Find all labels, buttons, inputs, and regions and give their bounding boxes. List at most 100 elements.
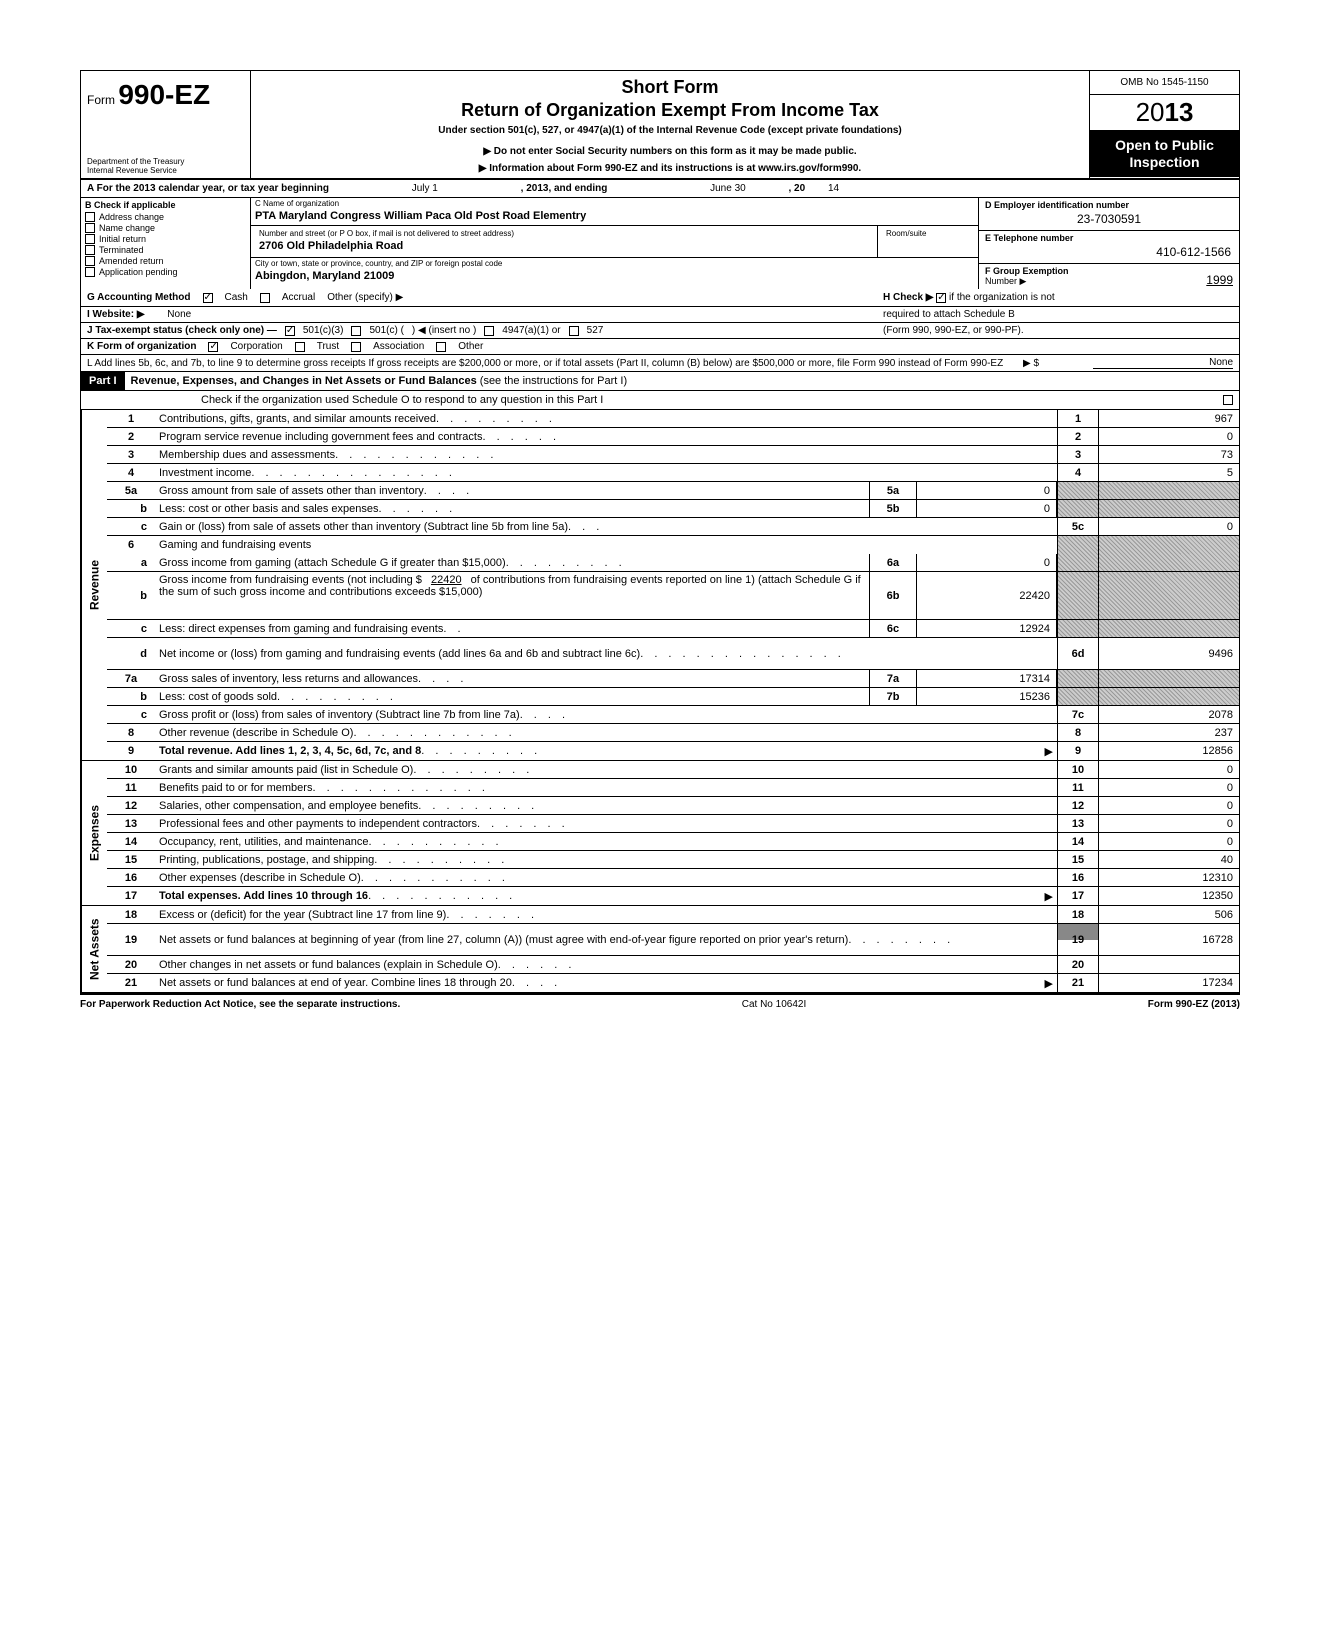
cash-label: Cash: [225, 292, 248, 303]
form-prefix: Form: [87, 93, 115, 107]
check-accrual[interactable]: [260, 293, 270, 303]
ln11-val: 0: [1099, 779, 1239, 796]
check-4947[interactable]: [484, 326, 494, 336]
check-h[interactable]: [936, 293, 946, 303]
ln20-box: 20: [1057, 956, 1099, 973]
part1-check-text: Check if the organization used Schedule …: [201, 394, 603, 406]
netassets-label: Net Assets: [81, 906, 107, 992]
check-name-label: Name change: [99, 223, 155, 233]
line-k: K Form of organization Corporation Trust…: [81, 339, 1239, 355]
line-j-label: J Tax-exempt status (check only one) —: [87, 325, 277, 336]
line-g-h: G Accounting Method Cash Accrual Other (…: [81, 289, 1239, 307]
dept: Department of the Treasury Internal Reve…: [87, 158, 244, 176]
ln7b-shade: [1057, 688, 1099, 705]
check-name[interactable]: [85, 223, 95, 233]
ln4-num: 4: [107, 464, 155, 481]
ln10-num: 10: [107, 761, 155, 778]
line-a-label: A For the 2013 calendar year, or tax yea…: [87, 183, 329, 194]
room-label: Room/suite: [882, 228, 974, 239]
ln7a-text: Gross sales of inventory, less returns a…: [159, 673, 418, 685]
ln8-box: 8: [1057, 724, 1099, 741]
ln7b-text: Less: cost of goods sold: [159, 691, 277, 703]
other-label: Other (specify) ▶: [327, 292, 403, 303]
ln6-text: Gaming and fundraising events: [159, 539, 311, 551]
ln6c-shade2: [1099, 620, 1239, 637]
ln9-val: 12856: [1099, 742, 1239, 760]
check-b-col: B Check if applicable Address change Nam…: [81, 198, 251, 289]
check-pending[interactable]: [85, 267, 95, 277]
check-terminated[interactable]: [85, 245, 95, 255]
ln6b-shade2: [1099, 572, 1239, 619]
ln17-val: 12350: [1099, 887, 1239, 905]
footer-left: For Paperwork Reduction Act Notice, see …: [80, 999, 400, 1010]
check-amended[interactable]: [85, 256, 95, 266]
tax-end-year: 14: [828, 183, 839, 194]
instr2: ▶ Information about Form 990-EZ and its …: [263, 163, 1077, 174]
ln11-num: 11: [107, 779, 155, 796]
check-terminated-label: Terminated: [99, 245, 144, 255]
ln6a-mbox: 6a: [869, 554, 917, 571]
ein-col: D Employer identification number 23-7030…: [979, 198, 1239, 289]
check-address[interactable]: [85, 212, 95, 222]
ln11-box: 11: [1057, 779, 1099, 796]
ln6-num: 6: [107, 536, 155, 554]
ln20-val: [1099, 956, 1239, 973]
ln12-num: 12: [107, 797, 155, 814]
ln13-num: 13: [107, 815, 155, 832]
check-527[interactable]: [569, 326, 579, 336]
ln21-val: 17234: [1099, 974, 1239, 992]
check-b-label: B Check if applicable: [85, 200, 246, 210]
line-a-mid: , 2013, and ending: [521, 183, 608, 194]
check-corp[interactable]: [208, 342, 218, 352]
ln14-val: 0: [1099, 833, 1239, 850]
ln7a-shade2: [1099, 670, 1239, 687]
ln6b-num: b: [107, 572, 155, 619]
corp-label: Corporation: [230, 341, 282, 352]
check-assoc[interactable]: [351, 342, 361, 352]
title-box: Short Form Return of Organization Exempt…: [251, 71, 1089, 178]
check-other-org[interactable]: [436, 342, 446, 352]
part1-title2: (see the instructions for Part I): [480, 375, 627, 387]
ein-label: D Employer identification number: [985, 200, 1233, 210]
check-cash[interactable]: [203, 293, 213, 303]
other-org-label: Other: [458, 341, 483, 352]
ln6d-text: Net income or (loss) from gaming and fun…: [159, 648, 640, 660]
line-l-text: L Add lines 5b, 6c, and 7b, to line 9 to…: [87, 358, 1023, 369]
expenses-label: Expenses: [81, 761, 107, 905]
check-501c3[interactable]: [285, 326, 295, 336]
ln5c-box: 5c: [1057, 518, 1099, 535]
line-l-arrow: ▶ $: [1023, 358, 1093, 369]
ln4-text: Investment income: [159, 467, 251, 479]
omb: OMB No 1545-1150: [1090, 71, 1239, 95]
ln2-num: 2: [107, 428, 155, 445]
check-schedule-o[interactable]: [1223, 395, 1233, 405]
org-name: PTA Maryland Congress William Paca Old P…: [251, 209, 978, 225]
ln16-box: 16: [1057, 869, 1099, 886]
ln10-val: 0: [1099, 761, 1239, 778]
org-name-label: C Name of organization: [251, 198, 978, 209]
ln7b-shade2: [1099, 688, 1239, 705]
ln18-val: 506: [1099, 906, 1239, 923]
part1-title: Revenue, Expenses, and Changes in Net As…: [131, 375, 477, 387]
tax-begin: July 1: [412, 183, 438, 194]
ln5a-text: Gross amount from sale of assets other t…: [159, 485, 424, 497]
ln3-box: 3: [1057, 446, 1099, 463]
ln21-num: 21: [107, 974, 155, 992]
ln17-num: 17: [107, 887, 155, 905]
ln13-text: Professional fees and other payments to …: [159, 818, 477, 830]
ln17-box: 17: [1057, 887, 1099, 905]
ln6d-val: 9496: [1099, 638, 1239, 669]
ln4-val: 5: [1099, 464, 1239, 481]
header: Form 990-EZ Department of the Treasury I…: [81, 71, 1239, 180]
check-initial[interactable]: [85, 234, 95, 244]
ln15-num: 15: [107, 851, 155, 868]
ln12-val: 0: [1099, 797, 1239, 814]
line-i-label: I Website: ▶: [87, 309, 145, 320]
check-trust[interactable]: [295, 342, 305, 352]
ln15-box: 15: [1057, 851, 1099, 868]
check-501c[interactable]: [351, 326, 361, 336]
phone-label: E Telephone number: [985, 233, 1233, 243]
ln6c-mval: 12924: [917, 620, 1057, 637]
part1-header: Part I Revenue, Expenses, and Changes in…: [81, 372, 1239, 391]
ln9-num: 9: [107, 742, 155, 760]
